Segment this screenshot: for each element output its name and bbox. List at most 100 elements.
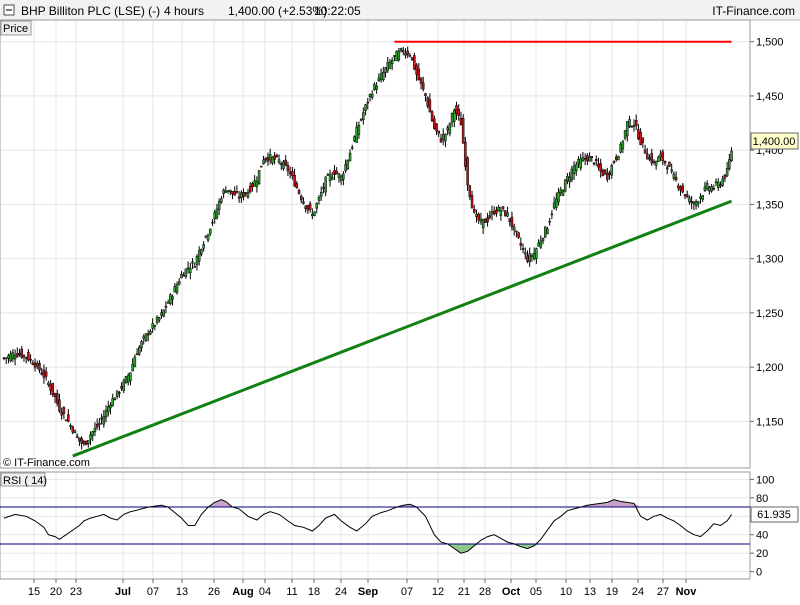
- candle-down: [690, 200, 693, 203]
- timeframe-label: 4 hours: [164, 4, 204, 18]
- candle-up: [133, 356, 137, 368]
- candle-down: [630, 126, 633, 128]
- candle-down: [16, 353, 19, 357]
- candle-down: [58, 399, 61, 412]
- candle-up: [617, 155, 620, 161]
- candle-up: [373, 83, 376, 91]
- candle-up: [169, 294, 172, 304]
- candle-down: [31, 362, 35, 365]
- x-tick-label: Aug: [232, 586, 253, 598]
- candle-up: [229, 189, 232, 193]
- candlestick-series: [2, 46, 733, 450]
- candle-up: [355, 126, 358, 143]
- candle-down: [583, 158, 587, 160]
- x-tick-label: 13: [584, 586, 596, 598]
- candle-down: [597, 163, 600, 168]
- rsi-overbought-fill: [214, 499, 222, 508]
- x-tick-label: 13: [176, 586, 188, 598]
- candle-up: [559, 189, 563, 194]
- candle-up: [268, 154, 272, 161]
- candle-up: [730, 150, 733, 161]
- candle-up: [140, 341, 143, 348]
- candle-up: [699, 196, 702, 199]
- candle-up: [475, 213, 478, 217]
- candle-down: [683, 194, 687, 197]
- candle-down: [415, 64, 418, 75]
- candle-down: [44, 371, 48, 377]
- candle-up: [670, 169, 673, 172]
- x-tick-label: 27: [657, 586, 669, 598]
- rsi-overbought-fill: [607, 499, 614, 508]
- candle-up: [126, 375, 130, 383]
- candle-down: [601, 170, 605, 176]
- candle-up: [692, 201, 696, 204]
- candle-up: [138, 347, 141, 355]
- candle-down: [521, 248, 525, 250]
- rsi-value-tag: [750, 506, 799, 523]
- candle-down: [674, 176, 678, 180]
- candle-up: [344, 164, 347, 172]
- candle-up: [122, 380, 126, 391]
- instrument-name: BHP Billiton PLC (LSE) (-): [21, 4, 160, 18]
- candle-up: [621, 141, 625, 150]
- candle-down: [488, 215, 492, 219]
- candle-down: [661, 151, 665, 161]
- x-axis: 15 20 23 Jul 07 13 26 Aug 04 11 18 24 Sep 07 12 21 28 Oct…: [28, 579, 697, 598]
- candle-down: [410, 57, 414, 60]
- candle-up: [537, 242, 540, 247]
- candle-down: [251, 183, 254, 188]
- candle-up: [4, 357, 8, 360]
- rsi-value-tag-text: 61.935: [757, 509, 791, 521]
- candle-up: [271, 156, 274, 164]
- rsi-oversold-fill: [454, 543, 461, 554]
- candle-down: [333, 170, 336, 176]
- price-tick-label: 1,450: [756, 91, 784, 103]
- candle-down: [668, 161, 671, 167]
- candle-up: [357, 125, 361, 136]
- candle-up: [648, 157, 651, 160]
- candle-down: [586, 155, 589, 162]
- rsi-tick-label: 20: [756, 548, 768, 560]
- candle-down: [273, 155, 276, 160]
- candle-down: [679, 186, 682, 191]
- candle-down: [466, 157, 469, 186]
- candle-down: [193, 266, 197, 268]
- candle-up: [153, 325, 157, 327]
- candle-up: [184, 268, 188, 277]
- candle-down: [293, 175, 296, 187]
- candle-up: [530, 255, 534, 258]
- candle-up: [386, 62, 389, 71]
- candle-up: [322, 187, 325, 190]
- candle-down: [231, 190, 234, 195]
- minimize-square-icon[interactable]: [3, 4, 15, 16]
- price-panel-frame: [0, 19, 751, 469]
- rsi-overbought-fill: [620, 501, 628, 508]
- candle-down: [33, 362, 37, 368]
- candle-down: [665, 167, 669, 170]
- candle-down: [20, 348, 23, 358]
- candle-up: [528, 253, 531, 263]
- candle-up: [111, 397, 114, 406]
- candle-up: [166, 302, 170, 304]
- candle-down: [284, 159, 287, 166]
- candle-down: [304, 205, 307, 210]
- candle-up: [364, 104, 367, 111]
- candle-up: [714, 181, 718, 184]
- candle-down: [421, 82, 425, 90]
- candle-up: [313, 211, 316, 216]
- candle-up: [497, 206, 500, 212]
- candle-down: [437, 130, 441, 134]
- candle-up: [448, 123, 452, 134]
- candle-down: [663, 160, 667, 164]
- price-tick-label: 1,300: [756, 254, 784, 266]
- candle-down: [486, 217, 489, 223]
- header-bar: [0, 0, 800, 20]
- candle-down: [299, 195, 303, 201]
- candle-up: [532, 252, 536, 260]
- candle-up: [11, 352, 15, 360]
- candle-up: [701, 195, 704, 200]
- candle-down: [477, 213, 480, 221]
- x-tick-label: Sep: [358, 586, 378, 598]
